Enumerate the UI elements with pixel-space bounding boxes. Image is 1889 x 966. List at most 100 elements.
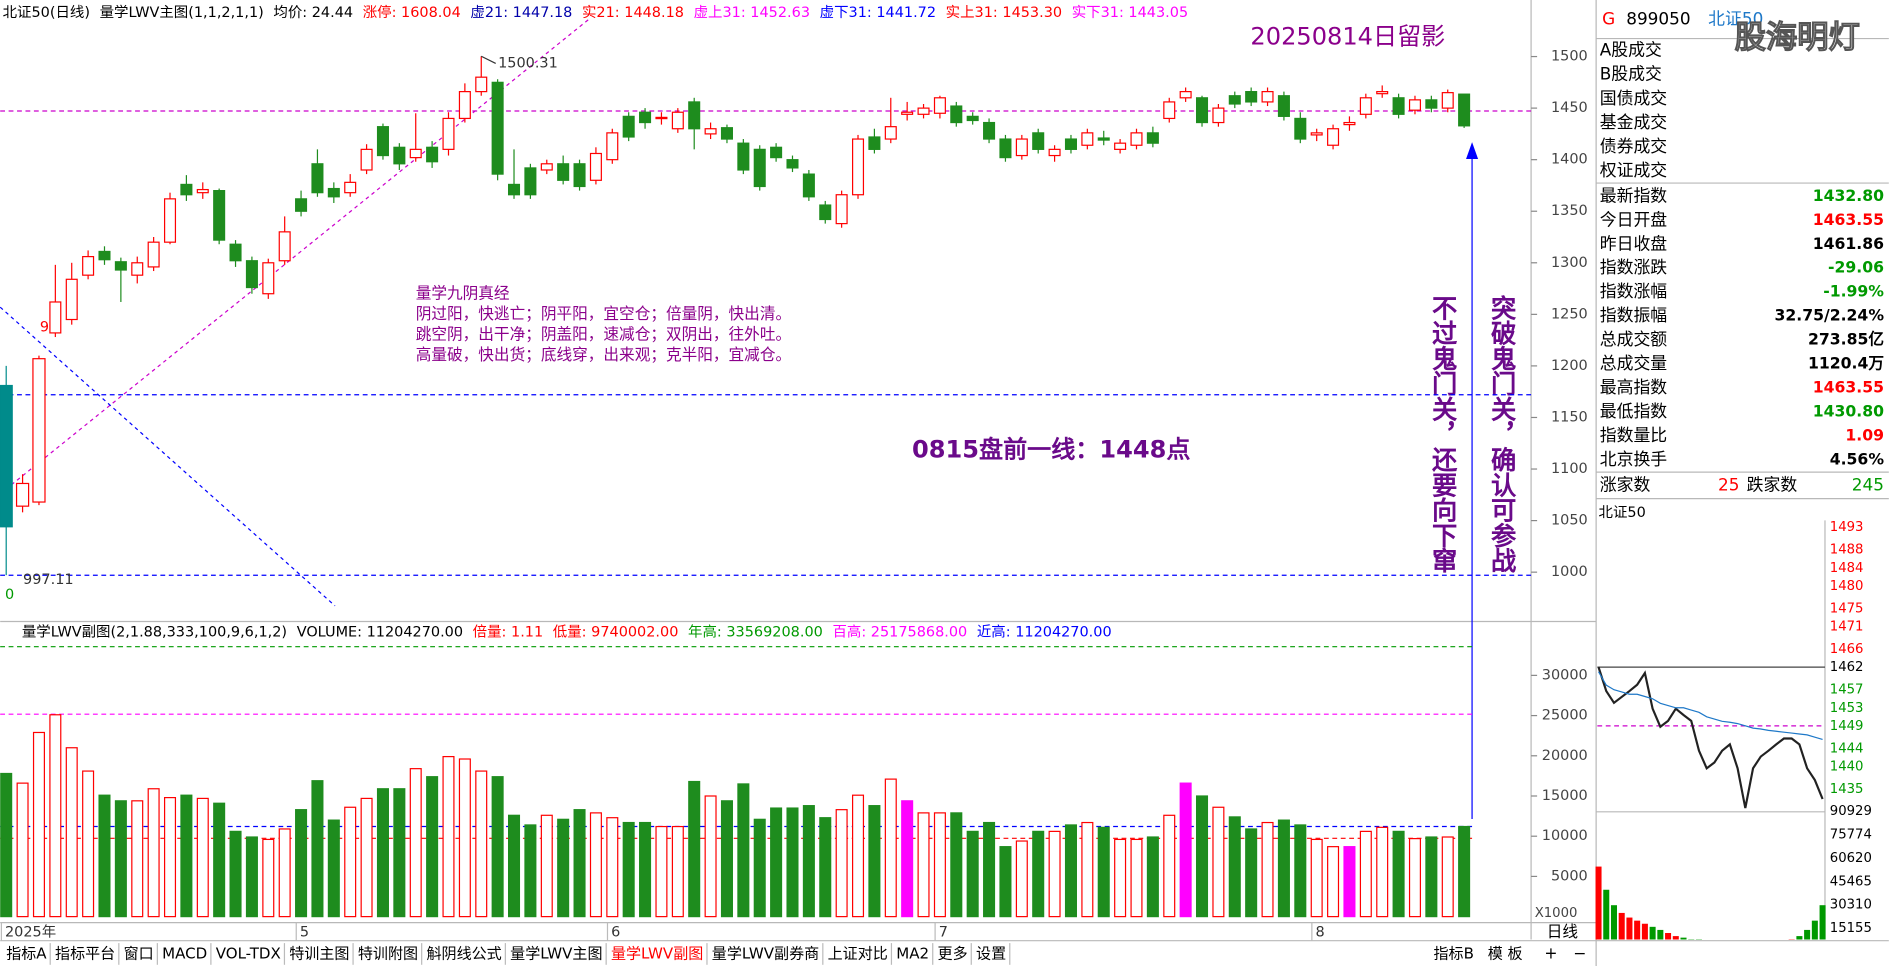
quote-value: 1432.80 [1813,186,1884,205]
toolbar-tab[interactable]: 指标B [1434,944,1474,962]
candle-body [442,117,455,150]
candle-body [1376,91,1389,95]
toolbar-tab[interactable]: 量学LWV主图 [510,944,602,962]
candle-body [1277,95,1290,117]
volume-bar [851,794,865,918]
toolbar-tab[interactable]: MA2 [896,944,929,962]
candle-body [245,260,258,289]
candle-body [1310,132,1323,136]
toolbar-tab[interactable]: 设置 [976,944,1006,962]
toolbar-tab[interactable]: 指标A [6,944,47,962]
quote-label: 最高指数 [1600,377,1668,397]
toolbar-tab[interactable]: 指标平台 [55,944,115,962]
volume-bar [524,824,537,918]
volume-bar [573,809,586,918]
candle-body [32,358,46,503]
toolbar-tab[interactable]: 量学LWV副图 [611,944,703,962]
toolbar-tab[interactable]: 窗口 [124,944,154,962]
volume-bar [639,821,652,918]
candle-body [639,111,652,124]
vertical-note: 突破鬼门关，确认可参战 [1488,294,1517,573]
intraday-volume [1595,866,1602,940]
volume-kind: 债券成交 [1600,136,1668,156]
y-tick-label: 1100 [1551,461,1588,477]
y-tick-label: 60620 [1830,851,1872,866]
candle-body [180,183,193,196]
candle-body [1343,121,1356,126]
intraday-volume [1626,917,1633,940]
y-tick-label: 30310 [1830,898,1872,913]
intraday-volume [1649,926,1656,940]
zoom-out[interactable]: − [1573,943,1586,962]
header-item: 虚21: 1447.18 [470,4,572,21]
volume-bar [262,838,275,918]
volume-bar [1179,782,1192,918]
x-tick-label: 8 [1315,924,1324,940]
volume-kind: B股成交 [1600,64,1662,84]
volume-bar [983,821,996,918]
candle-body [295,198,308,212]
volume-kind: 权证成交 [1600,160,1668,180]
candle-body [1458,93,1471,127]
candle-body [409,148,422,159]
toolbar-tab[interactable]: 更多 [938,944,968,962]
toolbar-tab[interactable]: VOL-TDX [216,944,281,962]
candle-body [1114,142,1127,150]
y-tick-label: 1300 [1551,255,1588,271]
quote-label: 指数涨幅 [1600,281,1668,301]
volume-bar [1458,825,1471,918]
toolbar-tab[interactable]: 特训附图 [358,944,418,962]
candle-body [1048,148,1061,157]
quote-value: 1463.55 [1813,378,1884,397]
candle-body [278,231,291,262]
toolbar-tab[interactable]: 量学LWV副券商 [712,944,819,962]
toolbar-tab[interactable]: 特训主图 [289,944,349,962]
volume-bar [442,755,455,918]
quote-label: 今日开盘 [1600,209,1668,229]
volume-bar [802,805,815,918]
zoom-in[interactable]: + [1544,943,1557,962]
candle-body [1327,128,1340,146]
annotation: 0 [5,587,14,603]
y-tick-label: 1400 [1551,152,1588,168]
code-mark: G [1602,8,1615,28]
header-item: 百高: 25175868.00 [832,623,967,640]
volume-bar [360,797,373,918]
volume-bar [344,806,357,918]
volume-bar [622,821,635,918]
candle-body [229,243,242,262]
quote-label: 北京换手 [1600,449,1668,469]
toolbar-tab[interactable]: MACD [162,944,207,962]
quote-value: 1120.4万 [1808,354,1884,373]
candle-body [491,81,504,175]
volume-bar [1359,830,1372,918]
toolbar-tab[interactable]: 模 板 [1488,944,1523,962]
volume-bar [933,812,946,918]
volume-bar [1015,840,1028,918]
candle-body [1179,91,1192,99]
volume-bar [1048,830,1061,918]
volume-bar [950,812,963,918]
volume-bar [1114,838,1127,918]
volume-bar [163,797,177,918]
volume-bar [32,731,45,918]
candle-body [655,116,668,120]
volume-bar [278,828,291,918]
name: 北证50 [1708,8,1763,28]
volume-bar [606,817,619,918]
intraday-line [1597,666,1824,809]
candle-body [1130,132,1143,146]
volume-bar [999,846,1012,918]
volume-bar [1408,838,1421,918]
y-tick-label: 1435 [1830,782,1864,797]
breadth-value: 25 [1718,474,1739,494]
period[interactable]: 日线 [1547,922,1579,941]
candle-body [1081,132,1094,146]
volume-bar [753,818,766,918]
toolbar-tab[interactable]: 上证对比 [828,944,888,962]
toolbar-tab[interactable]: 斛阴线公式 [427,944,502,962]
volume-bar [1081,821,1094,918]
quote-label: 总成交量 [1600,353,1668,373]
intraday-volume [1811,920,1818,940]
